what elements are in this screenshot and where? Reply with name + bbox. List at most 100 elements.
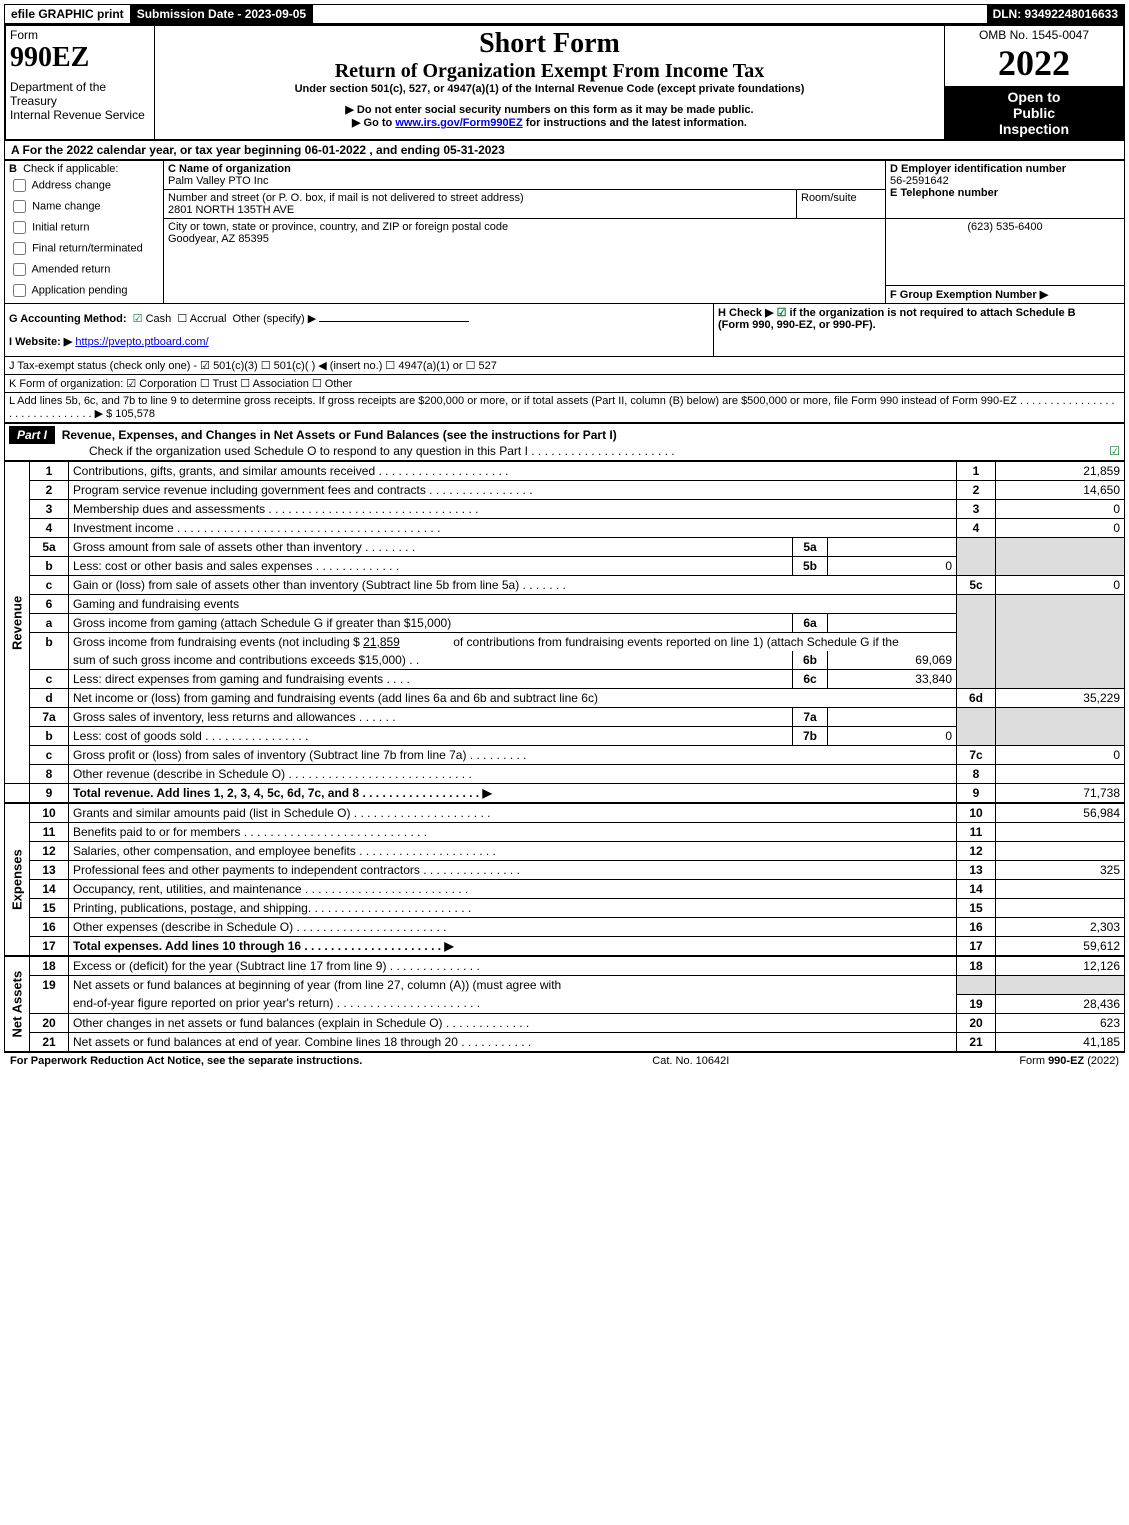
l19-val-shaded — [996, 976, 1125, 995]
l2-desc: Program service revenue including govern… — [69, 481, 957, 500]
l5b-ref-shaded — [957, 557, 996, 576]
l6a-val-shaded — [996, 614, 1125, 633]
l7a-iv — [828, 708, 956, 726]
l6a-il: 6a — [792, 614, 828, 632]
header-goto: ▶ Go to www.irs.gov/Form990EZ for instru… — [159, 116, 940, 129]
l6b-d2: of contributions from fundraising events… — [453, 635, 899, 649]
l13-num: 13 — [30, 861, 69, 880]
l15-num: 15 — [30, 899, 69, 918]
l8-num: 8 — [30, 765, 69, 784]
org-city: Goodyear, AZ 85395 — [168, 233, 269, 245]
l7c-val: 0 — [996, 746, 1125, 765]
l6b-il: 6b — [792, 651, 828, 669]
netassets-section-label: Net Assets — [5, 956, 30, 1052]
l7a-desc: Gross sales of inventory, less returns a… — [69, 708, 792, 726]
l5a-iv — [828, 538, 956, 556]
l20-num: 20 — [30, 1013, 69, 1032]
check-name-change-label: Name change — [32, 200, 101, 212]
l6b-d1: Gross income from fundraising events (no… — [73, 635, 363, 649]
l6-val-shaded — [996, 595, 1125, 614]
l16-val: 2,303 — [996, 918, 1125, 937]
l9-val: 71,738 — [996, 784, 1125, 804]
l1-ref: 1 — [957, 462, 996, 481]
row-h-check[interactable] — [777, 307, 787, 319]
l6c-num: c — [30, 670, 69, 689]
l21-num: 21 — [30, 1032, 69, 1052]
l7b-num: b — [30, 727, 69, 746]
irs-label: Internal Revenue Service — [10, 108, 150, 122]
footer-mid: Cat. No. 10642I — [652, 1055, 729, 1067]
dept-treasury: Department of the Treasury — [10, 80, 150, 108]
website-link[interactable]: https://pvepto.ptboard.com/ — [75, 336, 208, 348]
l6c-il: 6c — [792, 670, 828, 688]
l7b-ref-shaded — [957, 727, 996, 746]
l8-ref: 8 — [957, 765, 996, 784]
l19-ref-shaded — [957, 976, 996, 995]
row-h-t4: (Form 990, 990-EZ, or 990-PF). — [718, 319, 876, 331]
l4-val: 0 — [996, 519, 1125, 538]
check-application-pending-label: Application pending — [31, 284, 127, 296]
check-final-return-label: Final return/terminated — [32, 242, 143, 254]
l15-desc: Printing, publications, postage, and shi… — [69, 899, 957, 918]
section-c-addr-label: Number and street (or P. O. box, if mail… — [168, 192, 524, 204]
check-amended-return[interactable]: Amended return — [9, 259, 159, 280]
l7a-num: 7a — [30, 708, 69, 727]
l6b-d3: sum of such gross income and contributio… — [69, 651, 792, 669]
l6b-ref-shaded — [957, 633, 996, 652]
l7c-num: c — [30, 746, 69, 765]
l6c-iv: 33,840 — [828, 670, 956, 688]
row-h-t3: required to attach Schedule B — [917, 307, 1076, 319]
row-l-text: L Add lines 5b, 6c, and 7b to line 9 to … — [9, 395, 1115, 420]
l8-val — [996, 765, 1125, 784]
l19-num: 19 — [30, 976, 69, 995]
l5b-iv: 0 — [828, 557, 956, 575]
check-address-change-label: Address change — [31, 179, 111, 191]
info-section: B Check if applicable: Address change Na… — [4, 160, 1125, 304]
section-b-heading: Check if applicable: — [23, 163, 118, 175]
accounting-other-input[interactable] — [319, 321, 469, 322]
l5a-val-shaded — [996, 538, 1125, 557]
check-initial-return-label: Initial return — [32, 221, 89, 233]
open-line3: Inspection — [949, 121, 1119, 137]
l6-num: 6 — [30, 595, 69, 614]
l11-val — [996, 823, 1125, 842]
row-h-t1: H Check ▶ — [718, 307, 777, 319]
check-initial-return[interactable]: Initial return — [9, 217, 159, 238]
l6c-desc: Less: direct expenses from gaming and fu… — [69, 670, 792, 688]
l17-val: 59,612 — [996, 937, 1125, 957]
l7a-val-shaded — [996, 708, 1125, 727]
l1-desc: Contributions, gifts, grants, and simila… — [69, 462, 957, 481]
l4-ref: 4 — [957, 519, 996, 538]
topbar-spacer — [313, 5, 986, 23]
accounting-accrual: Accrual — [190, 313, 227, 325]
l18-ref: 18 — [957, 956, 996, 976]
l10-ref: 10 — [957, 803, 996, 823]
accounting-other: Other (specify) ▶ — [233, 313, 317, 325]
org-name: Palm Valley PTO Inc — [168, 175, 268, 187]
revenue-spacer — [5, 784, 30, 804]
open-line1: Open to — [949, 89, 1119, 105]
row-l: L Add lines 5b, 6c, and 7b to line 9 to … — [5, 393, 1125, 423]
check-address-change[interactable]: Address change — [9, 175, 159, 196]
l8-desc: Other revenue (describe in Schedule O) .… — [69, 765, 957, 784]
accounting-cash: Cash — [146, 313, 172, 325]
l21-val: 41,185 — [996, 1032, 1125, 1052]
form-header: Form 990EZ Department of the Treasury In… — [4, 24, 1125, 141]
l6-ref-shaded — [957, 595, 996, 614]
l9-num: 9 — [30, 784, 69, 804]
l10-val: 56,984 — [996, 803, 1125, 823]
ein-value: 56-2591642 — [890, 175, 949, 187]
part1-title: Revenue, Expenses, and Changes in Net As… — [62, 428, 617, 442]
part1-sub: Check if the organization used Schedule … — [9, 444, 675, 458]
part1-schedule-o-check[interactable] — [1109, 444, 1120, 458]
check-application-pending[interactable]: Application pending — [9, 280, 159, 301]
dln-label: DLN: 93492248016633 — [987, 5, 1124, 23]
l7a-il: 7a — [792, 708, 828, 726]
check-name-change[interactable]: Name change — [9, 196, 159, 217]
check-final-return[interactable]: Final return/terminated — [9, 238, 159, 259]
accounting-cash-check[interactable] — [133, 313, 143, 325]
accounting-accrual-check[interactable] — [177, 313, 187, 325]
goto-link[interactable]: www.irs.gov/Form990EZ — [395, 117, 522, 129]
l6a-num: a — [30, 614, 69, 633]
row-j: J Tax-exempt status (check only one) - ☑… — [5, 357, 1125, 375]
